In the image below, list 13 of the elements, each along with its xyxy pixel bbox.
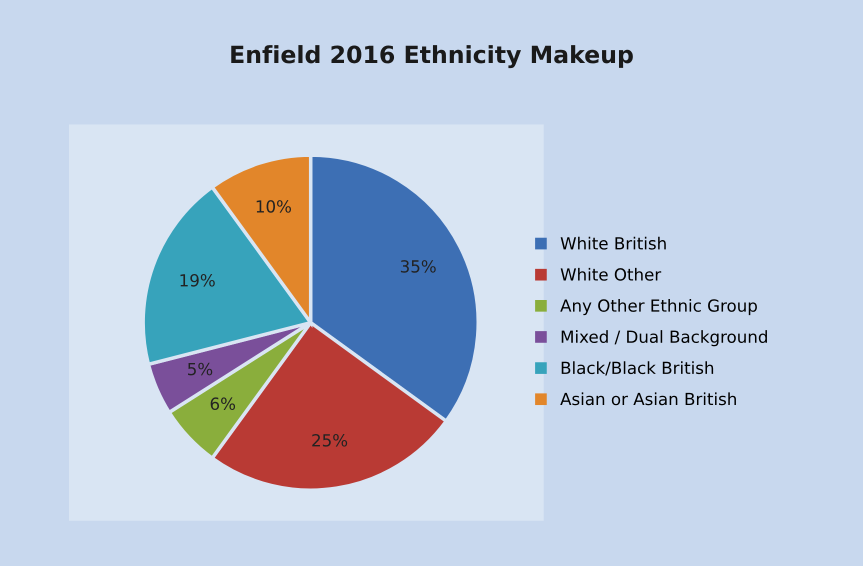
chart-title: Enfield 2016 Ethnicity Makeup xyxy=(231,45,633,68)
data-label: 10% xyxy=(256,200,292,213)
data-label: 5% xyxy=(188,362,212,376)
legend-label: Asian or Asian British xyxy=(560,392,736,406)
legend-label: White Other xyxy=(560,268,662,281)
data-label: 25% xyxy=(312,434,348,447)
legend-label: Mixed / Dual Background xyxy=(562,330,767,346)
data-label: 35% xyxy=(400,260,436,273)
legend-label: Any Other Ethnic Group xyxy=(560,298,757,316)
legend-label: Black/Black British xyxy=(562,361,714,376)
data-label: 19% xyxy=(180,274,215,287)
legend-label: White British xyxy=(560,236,666,250)
data-label: 6% xyxy=(210,397,236,410)
